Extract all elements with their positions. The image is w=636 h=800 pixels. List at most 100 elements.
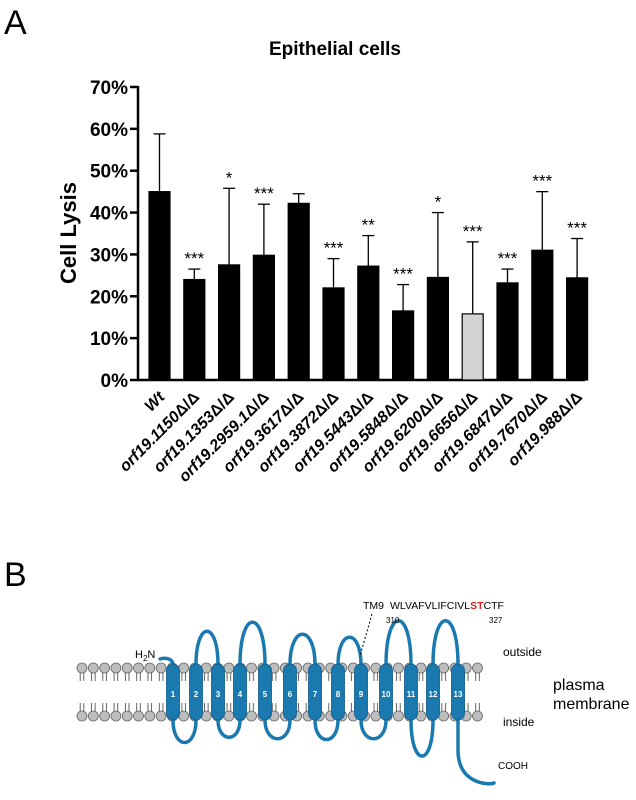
significance-label: * [226,168,233,187]
helix-number: 9 [359,690,364,699]
lipid-head [178,662,190,674]
protein-chain [158,619,496,786]
panel-b-label: B [4,556,27,594]
significance-label: *** [498,249,518,268]
significance-label: *** [532,172,552,191]
bar [461,313,484,381]
bar [531,249,554,381]
helix-number: 3 [216,690,221,699]
y-tick-label: 70% [90,78,128,99]
lipid-head [178,710,190,722]
transmembrane-helix [331,663,345,721]
y-tick-label: 60% [90,120,128,141]
x-tick-label: Wt [142,388,169,415]
transmembrane-helix [211,663,225,721]
bars: **************************** [148,133,589,381]
significance-label: * [435,193,442,212]
lipid-head [438,662,450,674]
helix-number: 4 [238,690,243,699]
bar-chart: Epithelial cells Cell Lysis 0% 10% 20% 30% 4… [56,39,589,486]
transmembrane-helices: 1 2 3 4 5 6 7 8 9 10 11 12 13 [166,663,465,721]
significance-label: *** [324,239,344,258]
lipid-head [110,662,122,674]
transmembrane-helix [166,663,180,721]
lipid-head [155,710,167,722]
helix-number: 6 [288,690,293,699]
lipid-head [223,662,235,674]
transmembrane-helix [233,663,247,721]
membrane-label-line1: plasma [553,677,605,694]
significance-label: *** [567,219,587,238]
transmembrane-helix [451,663,465,721]
y-tick-label: 0% [101,371,129,392]
helix-number: 1 [171,690,176,699]
tm9-sequence: TM9 WLVAFVLIFCIVLSTCTF [363,600,504,612]
bar [357,265,380,381]
y-tick-label: 10% [90,329,128,350]
lipid-bilayer [76,662,483,722]
membrane-label-line2: membrane [553,696,630,713]
lipid-head [110,710,122,722]
y-tick-label: 50% [90,162,128,183]
helix-number: 7 [313,690,318,699]
panel-a-label: A [4,4,27,42]
lipid-head [76,710,88,722]
transmembrane-helix [354,663,368,721]
lipid-head [76,662,88,674]
bar [287,202,310,381]
y-tick-label: 40% [90,204,128,225]
helix-number: 13 [454,690,463,699]
bar [252,254,275,381]
bar [218,264,241,381]
n-terminus-label: H2N [135,649,155,663]
lipid-head [133,662,144,674]
lipid-head [99,662,110,674]
helix-number: 11 [407,690,416,699]
lipid-head [121,662,133,674]
lipid-head [144,662,156,674]
transmembrane-helix [258,663,272,721]
helix-number: 8 [336,690,341,699]
y-axis-label: Cell Lysis [56,182,81,284]
membrane-topology-diagram: 1 2 3 4 5 6 7 8 9 10 11 12 13 H2N COOH outside insid… [76,600,630,786]
lipid-head [121,710,133,722]
bar [148,191,171,381]
y-tick-label: 30% [90,245,128,266]
helix-number: 10 [382,690,391,699]
lipid-head [246,710,257,722]
c-terminus-label: COOH [498,761,528,772]
lipid-head [472,662,483,674]
significance-label: *** [254,184,274,203]
lipid-head [87,662,99,674]
tm9-pointer-line [359,613,373,657]
transmembrane-helix [283,663,297,721]
sequence-start-position: 310 [386,616,400,625]
lipid-head [438,710,450,722]
significance-label: *** [463,222,483,241]
bar [392,310,415,381]
y-tick-label: 20% [90,287,128,308]
sequence-end-position: 327 [489,616,503,625]
lipid-head [472,710,483,722]
transmembrane-helix [308,663,322,721]
helix-number: 12 [429,690,438,699]
lipid-head [246,662,257,674]
lipid-head [223,710,235,722]
outside-label: outside [503,645,542,659]
transmembrane-helix [426,663,440,721]
lipid-head [155,662,167,674]
significance-label: *** [393,265,413,284]
bar [496,282,519,381]
bar [565,277,589,381]
bar [183,278,206,381]
helix-number: 2 [194,690,199,699]
transmembrane-helix [189,663,203,721]
lipid-head [392,710,404,722]
y-ticks: 0% 10% 20% 30% 40% 50% 60% 70% [90,78,138,392]
transmembrane-helix [379,663,393,721]
lipid-head [144,710,156,722]
lipid-head [99,710,110,722]
transmembrane-helix [404,663,418,721]
significance-label: *** [184,249,204,268]
